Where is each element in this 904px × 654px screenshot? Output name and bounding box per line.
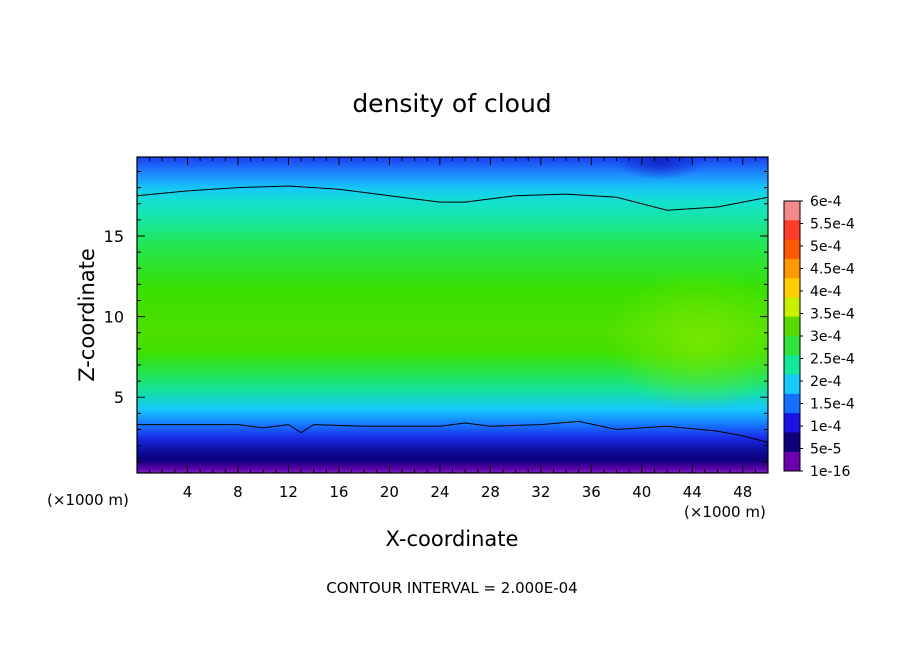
- colorbar-label: 1e-16: [810, 464, 850, 480]
- colorbar-segment: [784, 278, 800, 298]
- x-axis-ticks: 4 8 12 16 20 24 28 32 36 40 44 48: [149, 157, 756, 501]
- colorbar: [783, 200, 801, 472]
- colorbar-segment: [784, 297, 800, 318]
- heatmap-field: [137, 157, 768, 473]
- colorbar-segment: [784, 316, 800, 337]
- y-tick-label: 5: [114, 388, 124, 407]
- colorbar-segment: [784, 336, 800, 356]
- colorbar-labels: 6e-4 5.5e-4 5e-4 4.5e-4 4e-4 3.5e-4 3e-4 2.5e-4…: [800, 194, 855, 480]
- x-unit-left: (×1000 m): [47, 491, 129, 509]
- colorbar-label: 3.5e-4: [810, 307, 855, 323]
- y-tick-label: 10: [104, 308, 124, 327]
- x-tick-label: 36: [582, 483, 601, 501]
- colorbar-segment: [784, 374, 800, 395]
- colorbar-segment: [784, 239, 800, 260]
- colorbar-label: 6e-4: [810, 194, 842, 210]
- colorbar-segment: [784, 258, 800, 279]
- colorbar-segment: [784, 355, 800, 376]
- colorbar-segment: [784, 201, 800, 221]
- colorbar-label: 4.5e-4: [810, 262, 855, 278]
- colorbar-label: 5.5e-4: [810, 217, 855, 233]
- colorbar-segment: [784, 432, 800, 453]
- x-tick-label: 28: [481, 483, 500, 501]
- x-tick-label: 16: [329, 483, 348, 501]
- y-axis-ticks: 5 10 15: [104, 171, 768, 463]
- colorbar-segment: [784, 413, 800, 433]
- colorbar-segment: [784, 451, 800, 472]
- x-tick-label: 48: [733, 483, 752, 501]
- colorbar-segment: [784, 393, 800, 414]
- colorbar-label: 4e-4: [810, 284, 842, 300]
- x-tick-label: 4: [183, 483, 193, 501]
- colorbar-segment: [784, 220, 800, 241]
- colorbar-label: 3e-4: [810, 329, 842, 345]
- dark-top-region: [615, 157, 705, 180]
- bright-region: [605, 270, 768, 410]
- colorbar-label: 5e-5: [810, 442, 841, 458]
- x-tick-label: 12: [279, 483, 298, 501]
- x-axis-label: X-coordinate: [386, 527, 519, 551]
- contour-lower: [137, 420, 768, 443]
- x-tick-label: 32: [531, 483, 550, 501]
- x-tick-label: 40: [632, 483, 651, 501]
- colorbar-label: 2e-4: [810, 374, 842, 390]
- x-tick-label: 44: [683, 483, 702, 501]
- y-axis-label: Z-coordinate: [75, 248, 99, 382]
- colorbar-label: 2.5e-4: [810, 352, 855, 368]
- y-tick-label: 15: [104, 227, 124, 246]
- footer-contour-interval: CONTOUR INTERVAL = 2.000E-04: [326, 579, 577, 597]
- x-tick-label: 20: [380, 483, 399, 501]
- x-unit-right: (×1000 m): [684, 503, 766, 521]
- colorbar-label: 1e-4: [810, 419, 842, 435]
- contour-upper: [137, 185, 768, 211]
- x-tick-label: 24: [430, 483, 449, 501]
- chart-title: density of cloud: [352, 89, 551, 118]
- x-tick-label: 8: [233, 483, 243, 501]
- colorbar-label: 5e-4: [810, 239, 842, 255]
- colorbar-label: 1.5e-4: [810, 397, 855, 413]
